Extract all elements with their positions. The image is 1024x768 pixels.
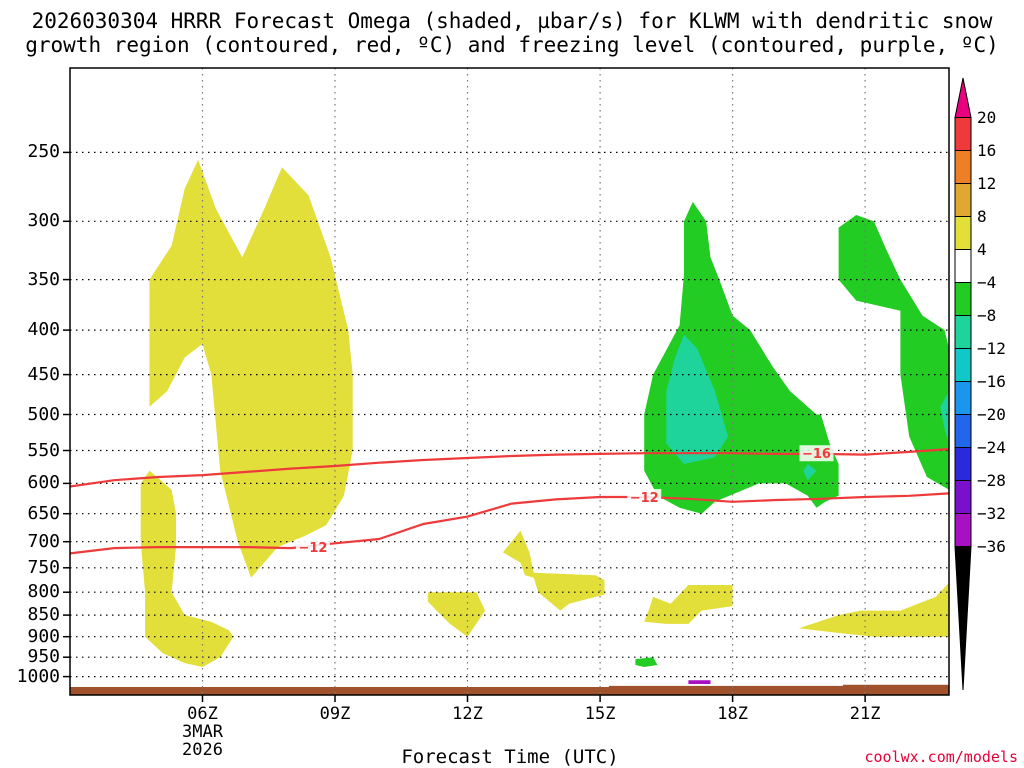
- colorbar-label-2: 12: [977, 173, 997, 193]
- colorbar-label-4: 4: [977, 239, 987, 259]
- omega-region-12: [688, 680, 711, 684]
- x-tick-label-06Z-sub2: 2026: [182, 740, 223, 760]
- x-tick-label-06Z-sub1: 3MAR: [182, 722, 223, 742]
- y-tick-label-900: 900: [27, 625, 60, 647]
- contour-line-1: [69, 492, 950, 555]
- colorbar-swatch-4: [954, 249, 972, 283]
- x-tick-label-21Z: 21Z: [849, 704, 881, 724]
- x-tick-label-12Z: 12Z: [452, 704, 483, 724]
- ground-segment-0: [70, 686, 949, 695]
- contour-label-bg-0: [295, 539, 330, 556]
- colorbar-label-12: −32: [977, 503, 1006, 523]
- contour-label-bg-1: [627, 489, 662, 506]
- omega-region-1: [140, 470, 234, 667]
- omega-region-7: [838, 215, 949, 490]
- colorbar-swatch-3: [954, 216, 972, 250]
- y-tick-label-950: 950: [27, 646, 60, 668]
- x-tick-label-18Z: 18Z: [717, 704, 748, 724]
- colorbar-swatch-7: [954, 348, 972, 382]
- plot-frame: [63, 67, 950, 702]
- y-tick-label-650: 650: [27, 502, 60, 524]
- colorbar-swatch-10: [954, 447, 972, 481]
- omega-region-5: [798, 582, 949, 637]
- omega-region-3: [502, 530, 605, 611]
- colorbar-label-0: 20: [977, 107, 997, 127]
- colorbar-swatch-11: [954, 480, 972, 514]
- colorbar-label-1: 16: [977, 140, 997, 160]
- credit-link[interactable]: coolwx.com/models: [864, 748, 1018, 766]
- colorbar-swatch-9: [954, 414, 972, 448]
- omega-region-4: [644, 585, 733, 624]
- colorbar-swatch-12: [954, 513, 972, 547]
- ground-segment-1: [608, 685, 949, 695]
- colorbar-top-triangle: [954, 77, 972, 118]
- omega-region-10: [803, 464, 817, 481]
- x-tick-label-06Z: 06Z: [187, 704, 218, 724]
- y-tick-label-550: 550: [27, 439, 60, 461]
- colorbar-label-11: −28: [977, 470, 1006, 490]
- colorbar-swatch-5: [954, 282, 972, 316]
- colorbar-label-9: −20: [977, 404, 1006, 424]
- temperature-contours: −12 −12 −16: [69, 445, 950, 556]
- colorbar-swatch-8: [954, 381, 972, 415]
- colorbar-label-5: −4: [977, 272, 997, 292]
- contour-label-bg-2: [799, 445, 834, 462]
- y-tick-label-500: 500: [27, 403, 60, 425]
- grid-lines: [70, 68, 949, 695]
- omega-region-9: [666, 334, 729, 464]
- y-tick-label-850: 850: [27, 604, 60, 626]
- ground-segment-2: [842, 684, 949, 695]
- y-tick-label-300: 300: [27, 210, 60, 232]
- y-tick-label-800: 800: [27, 581, 60, 603]
- colorbar-bottom-triangle: [954, 546, 972, 691]
- colorbar-swatch-1: [954, 150, 972, 184]
- plot-border: [69, 67, 950, 696]
- y-tick-label-250: 250: [27, 141, 60, 163]
- colorbar: [954, 77, 972, 691]
- contour-label-0: −12: [298, 541, 327, 556]
- colorbar-label-3: 8: [977, 206, 987, 226]
- colorbar-swatch-6: [954, 315, 972, 349]
- y-tick-label-400: 400: [27, 319, 60, 341]
- y-tick-label-450: 450: [27, 363, 60, 385]
- colorbar-label-10: −24: [977, 437, 1006, 457]
- contour-label-2: −16: [802, 447, 831, 462]
- colorbar-label-6: −8: [977, 305, 997, 325]
- colorbar-label-13: −36: [977, 536, 1006, 556]
- omega-region-0: [149, 159, 353, 578]
- x-tick-label-15Z: 15Z: [584, 704, 616, 724]
- omega-region-2: [427, 592, 486, 637]
- x-tick-label-09Z: 09Z: [319, 704, 351, 724]
- colorbar-label-8: −16: [977, 371, 1006, 391]
- y-tick-label-1000: 1000: [16, 665, 60, 687]
- omega-region-8: [635, 657, 658, 667]
- colorbar-swatch-0: [954, 117, 972, 151]
- colorbar-swatch-2: [954, 183, 972, 217]
- y-tick-label-700: 700: [27, 530, 60, 552]
- colorbar-label-7: −12: [977, 338, 1006, 358]
- chart-title-line-2: growth region (contoured, red, ºC) and f…: [25, 33, 999, 57]
- y-tick-label-350: 350: [27, 268, 60, 290]
- y-tick-label-750: 750: [27, 556, 60, 578]
- contour-label-1: −12: [630, 491, 659, 506]
- omega-shading: [140, 159, 949, 684]
- x-axis-title: Forecast Time (UTC): [401, 746, 619, 768]
- ground-layer: [70, 684, 949, 695]
- chart-title-line-1: 2026030304 HRRR Forecast Omega (shaded, …: [31, 9, 993, 33]
- y-tick-label-600: 600: [27, 472, 60, 494]
- omega-region-11: [940, 391, 949, 444]
